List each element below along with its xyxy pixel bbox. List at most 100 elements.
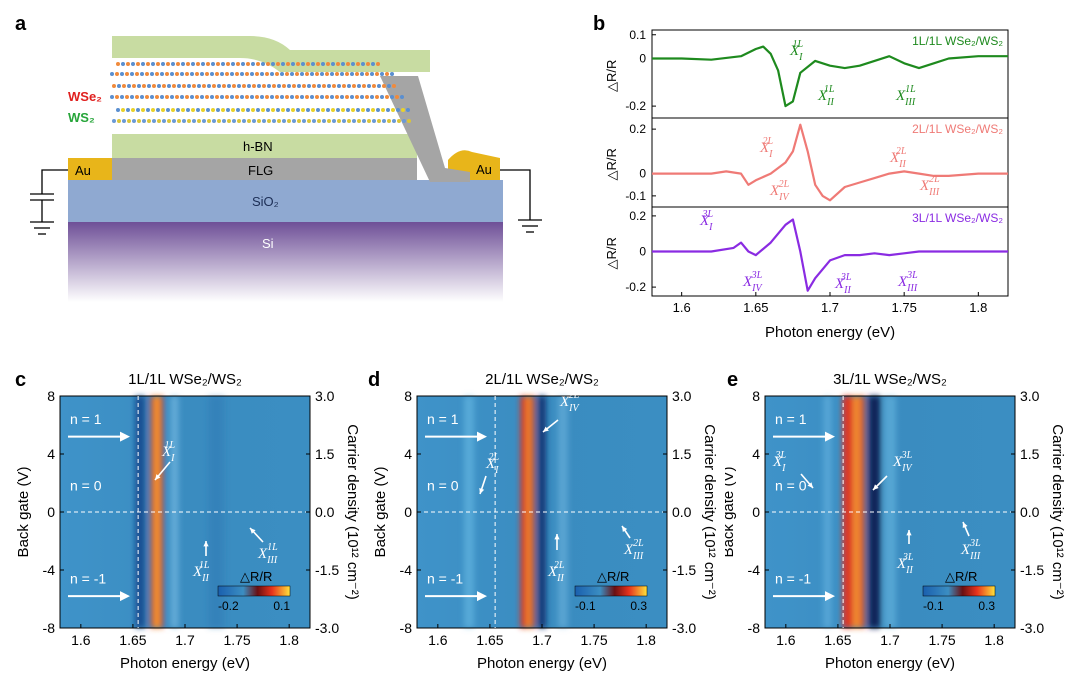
- x-tick-label: 1.75: [580, 632, 607, 648]
- atom-dot: [132, 119, 136, 123]
- hbn-top-layer: [112, 36, 430, 72]
- colorbar-max: 0.3: [978, 599, 995, 613]
- atom-dot: [296, 62, 300, 66]
- arrow-head: [120, 431, 130, 442]
- atom-dot: [365, 95, 369, 99]
- atom-dot: [272, 119, 276, 123]
- arrow-head: [250, 528, 256, 534]
- heatmap-band: [884, 396, 896, 628]
- heatmap-band: [154, 396, 160, 628]
- atom-dot: [125, 95, 129, 99]
- exciton-label: XIII1L: [257, 542, 278, 566]
- y-tick-label: 0: [47, 504, 55, 520]
- atom-dot: [260, 95, 264, 99]
- atom-dot: [320, 72, 324, 76]
- heatmap-band: [557, 396, 568, 628]
- atom-dot: [242, 84, 246, 88]
- atom-dot: [181, 62, 185, 66]
- spectrum-line: [652, 218, 1008, 292]
- y-tick-label: 8: [47, 388, 55, 404]
- x-tick-label: 1.6: [71, 632, 91, 648]
- atom-dot: [191, 62, 195, 66]
- atom-dot: [275, 72, 279, 76]
- atom-dot: [317, 119, 321, 123]
- atom-dot: [270, 72, 274, 76]
- atom-dot: [366, 62, 370, 66]
- atom-dot: [395, 95, 399, 99]
- y-tick-label-right: 1.5: [672, 446, 692, 462]
- atom-dot: [147, 119, 151, 123]
- arrow-head: [479, 488, 485, 494]
- atom-dot: [320, 95, 324, 99]
- atom-dot: [117, 119, 121, 123]
- atom-dot: [267, 119, 271, 123]
- atom-dot: [385, 72, 389, 76]
- x-tick-label: 1.6: [673, 300, 691, 315]
- atom-dot: [165, 72, 169, 76]
- atom-dot: [120, 95, 124, 99]
- atom-dot: [376, 108, 380, 112]
- atom-dot: [246, 62, 250, 66]
- colorbar-max: 0.1: [273, 599, 290, 613]
- x-tick-label: 1.8: [636, 632, 656, 648]
- exciton-label: XII3L: [834, 272, 852, 296]
- atom-dot: [177, 119, 181, 123]
- atom-dot: [261, 108, 265, 112]
- atom-dot: [150, 72, 154, 76]
- atom-dot: [240, 95, 244, 99]
- atom-dot: [335, 95, 339, 99]
- atom-dot: [291, 62, 295, 66]
- atom-dot: [235, 72, 239, 76]
- atom-dot: [372, 84, 376, 88]
- atom-dot: [286, 62, 290, 66]
- atom-dot: [142, 84, 146, 88]
- au-left-contact: [68, 158, 112, 180]
- hbn-bottom-layer: [112, 134, 417, 158]
- colorbar: [574, 585, 648, 597]
- y-tick-label: 0: [639, 52, 646, 66]
- y-tick-label-right: 0.0: [315, 504, 335, 520]
- atom-dot: [336, 108, 340, 112]
- atom-dot: [276, 62, 280, 66]
- atom-dot: [176, 108, 180, 112]
- atom-dot: [275, 95, 279, 99]
- y-tick-label-right: -1.5: [1020, 562, 1044, 578]
- atom-dot: [191, 108, 195, 112]
- y-tick-label-right: 1.5: [315, 446, 335, 462]
- atom-dot: [356, 62, 360, 66]
- x-tick-label: 1.7: [532, 632, 552, 648]
- atom-dot: [152, 119, 156, 123]
- atom-dot: [130, 95, 134, 99]
- atom-dot: [122, 119, 126, 123]
- atom-dot: [310, 95, 314, 99]
- atom-dot: [251, 108, 255, 112]
- atom-dot: [350, 95, 354, 99]
- atom-dot: [371, 108, 375, 112]
- x-tick-label: 1.8: [984, 632, 1004, 648]
- map-ylabel-left: Back gate (V): [15, 467, 32, 558]
- x-tick-label: 1.6: [776, 632, 796, 648]
- atom-dot: [335, 72, 339, 76]
- atom-dot: [262, 84, 266, 88]
- atom-dot: [147, 84, 151, 88]
- y-tick-label: -4: [748, 562, 761, 578]
- atom-dot: [156, 108, 160, 112]
- atom-dot: [292, 84, 296, 88]
- atom-dot: [257, 119, 261, 123]
- colorbar: [922, 585, 996, 597]
- exciton-label: XIII1L: [895, 84, 916, 108]
- atom-dot: [290, 72, 294, 76]
- atom-dot: [321, 108, 325, 112]
- y-tick-label: 4: [404, 446, 412, 462]
- heatmap-band: [868, 396, 881, 628]
- n-label: n = -1: [70, 570, 106, 586]
- atom-dot: [382, 119, 386, 123]
- atom-dot: [352, 119, 356, 123]
- atom-dot: [240, 72, 244, 76]
- atom-dot: [167, 84, 171, 88]
- atom-dot: [162, 84, 166, 88]
- y-tick-label: 4: [47, 446, 55, 462]
- atom-dot: [217, 119, 221, 123]
- atom-dot: [362, 119, 366, 123]
- atom-dot: [226, 108, 230, 112]
